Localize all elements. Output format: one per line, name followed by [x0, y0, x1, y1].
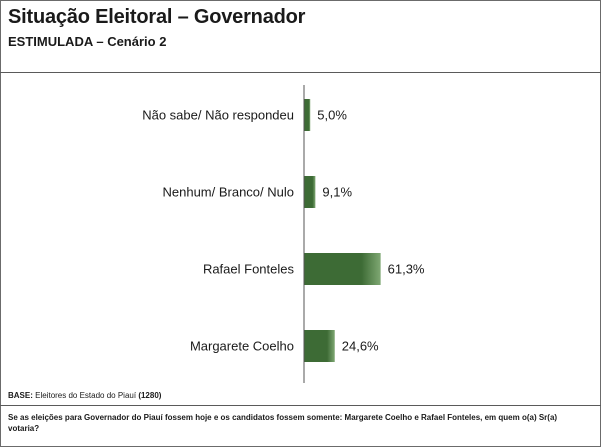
bars-group: Não sabe/ Não respondeu 5,0% Nenhum/ Branc… — [142, 99, 425, 362]
value-label: 9,1% — [322, 185, 352, 200]
base-label: BASE: — [8, 391, 33, 400]
value-label: 5,0% — [317, 108, 347, 123]
category-label: Rafael Fonteles — [203, 262, 295, 277]
bar — [304, 253, 381, 285]
category-label: Margarete Coelho — [190, 339, 294, 354]
base-note: BASE: Eleitores do Estado do Piauí (1280… — [8, 391, 161, 400]
bar — [304, 176, 316, 208]
category-label: Nenhum/ Branco/ Nulo — [162, 185, 294, 200]
base-text: Eleitores do Estado do Piauí — [35, 391, 137, 400]
value-label: 24,6% — [342, 339, 379, 354]
bar — [304, 99, 311, 131]
page-title: Situação Eleitoral – Governador — [8, 6, 306, 28]
value-label: 61,3% — [388, 262, 425, 277]
header-divider — [0, 72, 601, 73]
footer-divider — [0, 405, 601, 406]
base-count: (1280) — [138, 391, 162, 400]
survey-question: Se as eleições para Governador do Piauí … — [8, 413, 558, 433]
page-subtitle: ESTIMULADA – Cenário 2 — [8, 34, 167, 49]
category-label: Não sabe/ Não respondeu — [142, 108, 294, 123]
bar — [304, 330, 335, 362]
